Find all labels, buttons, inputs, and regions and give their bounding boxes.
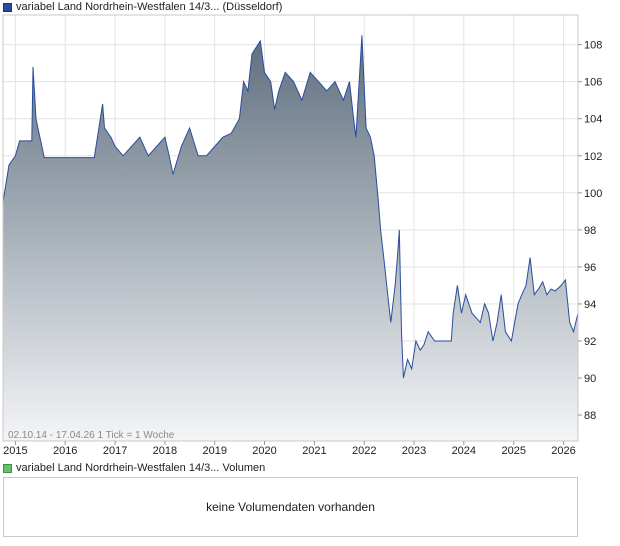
x-tick-label: 2018 xyxy=(153,445,177,457)
no-volume-message: keine Volumendaten vorhanden xyxy=(206,500,375,514)
x-tick-label: 2017 xyxy=(103,445,127,457)
y-tick-label: 106 xyxy=(584,77,602,89)
y-tick-label: 88 xyxy=(584,410,596,422)
y-tick-label: 94 xyxy=(584,299,596,311)
price-chart-legend: variabel Land Nordrhein-Westfalen 14/3..… xyxy=(3,0,282,14)
x-axis-ticks: 2015 2016 2017 2018 2019 2020 2021 2022 2023 2024… xyxy=(3,441,576,457)
volume-series-swatch xyxy=(3,463,12,473)
y-axis-ticks: 88 90 92 94 96 98 100 102 104 106 108 xyxy=(578,40,602,422)
price-line xyxy=(2,35,579,379)
price-series-label: variabel Land Nordrhein-Westfalen 14/3..… xyxy=(16,1,283,13)
date-range-info: 02.10.14 - 17.04.26 1 Tick = 1 Woche xyxy=(8,430,175,441)
y-tick-label: 98 xyxy=(584,225,596,237)
volume-legend: variabel Land Nordrhein-Westfalen 14/3..… xyxy=(3,461,265,475)
y-tick-label: 104 xyxy=(584,114,602,126)
x-tick-label: 2019 xyxy=(202,445,226,457)
x-tick-label: 2024 xyxy=(452,445,476,457)
y-tick-label: 96 xyxy=(584,262,596,274)
y-tick-label: 108 xyxy=(584,40,602,52)
x-tick-label: 2016 xyxy=(53,445,77,457)
plot-frame xyxy=(2,14,579,442)
y-tick-label: 100 xyxy=(584,188,602,200)
x-tick-label: 2026 xyxy=(551,445,575,457)
x-tick-label: 2025 xyxy=(502,445,526,457)
y-tick-label: 102 xyxy=(584,151,602,163)
y-tick-label: 92 xyxy=(584,336,596,348)
y-tick-label: 90 xyxy=(584,373,596,385)
price-area-fill xyxy=(3,35,578,442)
x-tick-label: 2023 xyxy=(402,445,426,457)
volume-series-label: variabel Land Nordrhein-Westfalen 14/3..… xyxy=(16,462,266,474)
x-tick-label: 2020 xyxy=(252,445,276,457)
x-tick-label: 2022 xyxy=(352,445,376,457)
price-series-swatch xyxy=(3,2,12,12)
x-tick-label: 2015 xyxy=(3,445,27,457)
x-tick-label: 2021 xyxy=(302,445,326,457)
price-chart: 88 90 92 94 96 98 100 102 104 106 108 2015 2016 2017… xyxy=(2,14,602,457)
volume-panel: keine Volumendaten vorhanden xyxy=(3,477,578,537)
